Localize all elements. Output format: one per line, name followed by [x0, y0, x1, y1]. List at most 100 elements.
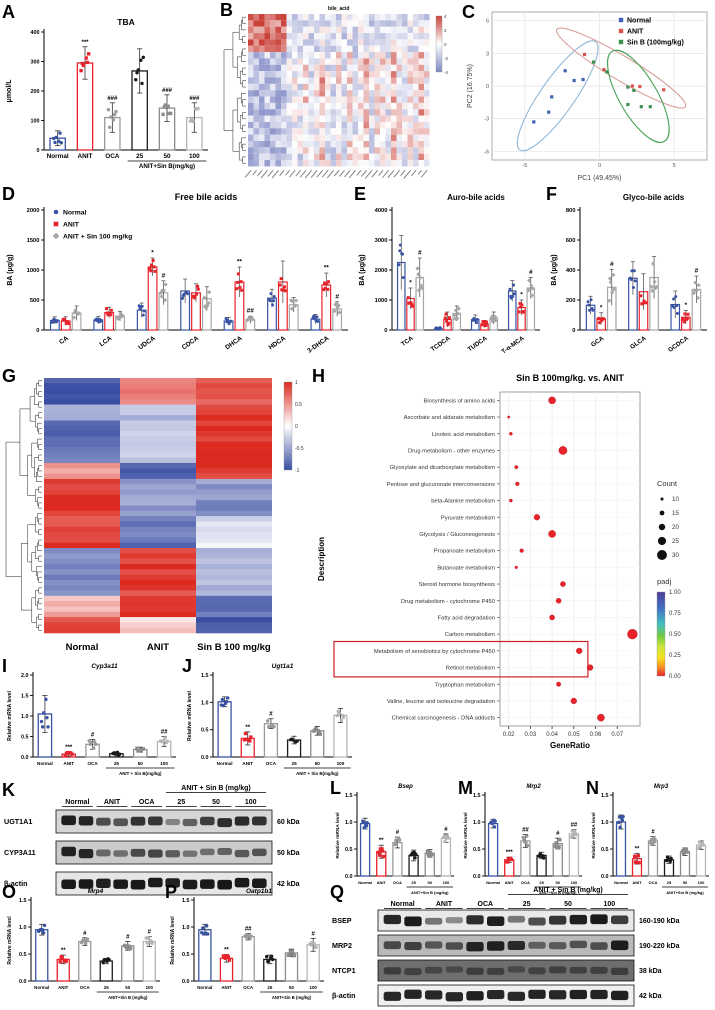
pathway-dot [548, 396, 556, 405]
data-point [401, 252, 405, 256]
blot-band [466, 967, 484, 975]
significance-label: *** [65, 745, 73, 751]
pathway-label: Propanoate metabolism [434, 549, 495, 555]
colorbar-tick: 2 [444, 28, 447, 33]
data-point [135, 746, 139, 750]
significance-label: ** [635, 846, 640, 852]
data-point [240, 288, 244, 292]
data-point [686, 312, 690, 316]
significance-label: # [269, 712, 273, 718]
data-point [91, 746, 96, 750]
data-point [618, 39, 624, 45]
data-point [481, 320, 485, 324]
data-point [164, 741, 168, 745]
pathway-dot [570, 697, 577, 705]
group-axis-label: ANIT+Sin B (mg/kg) [411, 890, 449, 895]
data-point [547, 110, 551, 114]
data-point [287, 953, 292, 957]
x-tick-label: Normal [614, 880, 628, 885]
heatmap-row [248, 26, 430, 34]
panel-letter-l: L [330, 778, 341, 798]
data-point [162, 105, 167, 109]
x-tick-label: -5 [522, 163, 527, 169]
heatmap-row [248, 160, 430, 167]
data-point [518, 301, 522, 305]
blot-band [548, 966, 567, 974]
blot-strip [377, 934, 635, 957]
data-point [570, 829, 575, 833]
data-point [72, 310, 77, 315]
data-point [53, 209, 59, 215]
data-point [361, 820, 366, 824]
data-point [611, 287, 617, 292]
molecular-weight-label: 42 kDa [277, 881, 300, 888]
blot-band [383, 941, 402, 950]
x-tick-label-illegible [333, 170, 340, 177]
blot-band [486, 967, 505, 975]
panel-letter-n: N [586, 778, 599, 798]
data-point [442, 834, 447, 838]
blot-band [424, 990, 443, 1000]
data-point [608, 280, 613, 285]
data-point [571, 834, 575, 838]
panel-m-svg: 0.0 0.5 1.0 1.5 Relative mRNA level Mrp2 Norma… [463, 784, 582, 895]
pathway-dot [560, 581, 566, 587]
legend-count-label: 10 [672, 496, 679, 503]
data-point [190, 117, 194, 121]
blot-strip [377, 984, 635, 1007]
panel-title: Mrp4 [88, 888, 104, 895]
data-point [410, 304, 414, 308]
x-tick-label-illegible [316, 170, 323, 178]
heatmap-row [44, 601, 272, 607]
data-point [630, 84, 634, 88]
data-point [668, 859, 673, 863]
pathway-label: Linoleic acid metabolism [432, 432, 495, 438]
data-point [472, 317, 476, 321]
data-point [225, 320, 229, 324]
data-point [138, 306, 142, 310]
data-point [413, 856, 417, 860]
data-point [696, 283, 701, 288]
y-tick-label: 0.5 [473, 847, 481, 853]
heatmap-row [44, 537, 272, 543]
blot-band [445, 917, 464, 924]
panel-l-svg: 0.0 0.5 1.0 1.5 Relative mRNA level Bsep Norma… [335, 784, 454, 895]
heatmap-row [44, 569, 272, 575]
legend-item: ANIT [627, 29, 644, 36]
heatmap-row [44, 553, 272, 559]
data-point [92, 740, 97, 744]
bar [440, 837, 452, 877]
x-tick-label: 25 [292, 761, 298, 766]
data-point [683, 312, 687, 316]
heatmap-row [44, 558, 272, 565]
blot-band [148, 816, 163, 826]
pathway-label: Chemical carcinogenesis - DNA adducts [392, 716, 496, 722]
panel-letter-i: I [2, 656, 8, 676]
data-point [397, 836, 401, 841]
data-point [669, 856, 673, 861]
data-point [42, 923, 47, 928]
pathway-dot [556, 681, 562, 687]
blot-strip [377, 959, 635, 982]
heatmap-row [248, 141, 430, 148]
data-point [312, 941, 316, 946]
data-point [492, 314, 498, 319]
heatmap-col-label: ANIT [147, 642, 169, 653]
data-point [512, 283, 516, 287]
data-point [529, 283, 534, 288]
heatmap-row [44, 526, 272, 533]
heatmap-row [248, 45, 430, 53]
panel-letter-j: J [182, 656, 193, 676]
x-tick-label-illegible [348, 169, 356, 179]
data-point [76, 311, 81, 317]
data-point [322, 288, 326, 292]
blot-row-label: CYP3A11 [4, 848, 36, 857]
y-tick-label: 800 [566, 208, 576, 214]
data-point [41, 711, 46, 715]
data-point [63, 958, 67, 963]
data-point [141, 55, 146, 60]
y-tick-label: 1.5 [182, 898, 190, 904]
significance-label: ** [224, 948, 229, 954]
data-point [524, 840, 528, 845]
pathway-label: Tryptophan metabolism [435, 682, 496, 688]
